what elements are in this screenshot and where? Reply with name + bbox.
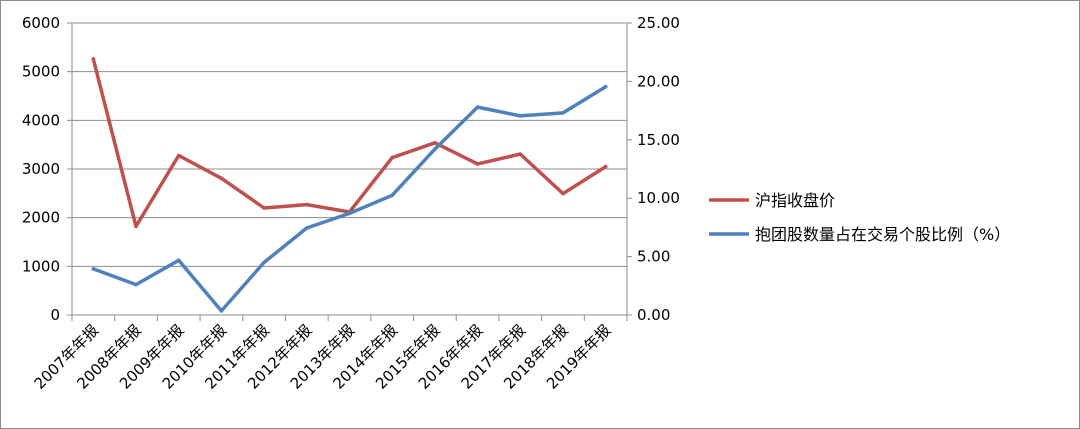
left-axis-tick-label: 2000	[22, 209, 60, 227]
data-point	[518, 152, 523, 156]
data-point	[475, 162, 480, 166]
right-axis-tick-label: 20.00	[637, 72, 680, 90]
data-point	[390, 193, 394, 198]
data-point	[305, 226, 309, 230]
data-point	[433, 140, 437, 145]
data-point	[91, 267, 96, 271]
data-point	[518, 114, 523, 118]
right-axis-tick-label: 25.00	[637, 14, 680, 32]
data-point	[176, 153, 181, 158]
left-axis-tick-label: 4000	[22, 111, 60, 129]
data-point	[305, 202, 309, 207]
data-point	[91, 57, 96, 61]
data-point	[262, 206, 266, 210]
data-point	[561, 111, 565, 115]
left-axis-tick-label: 6000	[22, 14, 60, 32]
right-axis-tick-label: 10.00	[637, 189, 680, 207]
data-point	[433, 147, 437, 151]
data-point	[219, 176, 224, 181]
right-axis-tick-label: 5.00	[637, 248, 670, 266]
left-axis-tick-label: 0	[50, 306, 60, 324]
legend-label: 沪指收盘价	[755, 191, 835, 210]
data-point	[176, 258, 181, 263]
data-point	[561, 191, 565, 196]
data-point	[390, 155, 394, 160]
data-point	[603, 84, 608, 89]
data-point	[475, 105, 480, 109]
data-point	[134, 224, 138, 229]
left-axis-tick-label: 1000	[22, 257, 60, 275]
data-point	[219, 309, 224, 313]
left-axis-tick-label: 3000	[22, 160, 60, 178]
left-axis-tick-label: 5000	[22, 63, 60, 81]
right-axis-tick-label: 15.00	[637, 131, 680, 149]
data-point	[603, 164, 608, 169]
data-point	[262, 260, 266, 265]
data-point	[134, 282, 138, 287]
series-line-1	[91, 57, 608, 229]
data-point	[347, 211, 352, 216]
right-axis-tick-label: 0.00	[637, 306, 670, 324]
legend-label: 抱团股数量占在交易个股比例（%）	[755, 225, 1010, 244]
